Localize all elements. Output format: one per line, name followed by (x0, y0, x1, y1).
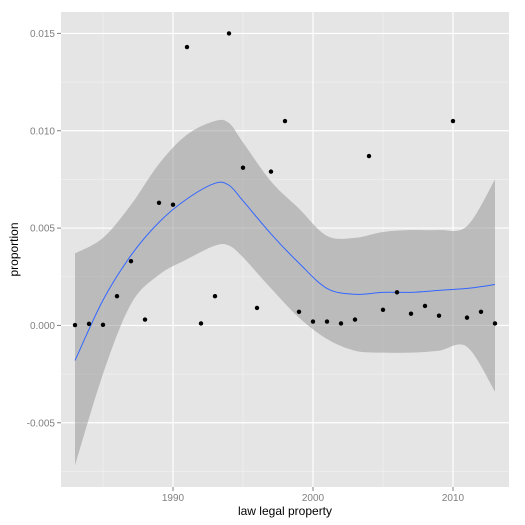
data-point (212, 294, 218, 299)
data-point (296, 309, 302, 314)
x-axis-title: law legal property (238, 504, 332, 518)
y-tick-label: 0.000 (30, 321, 55, 332)
data-point (492, 321, 498, 326)
data-point (366, 153, 372, 159)
data-point (142, 317, 148, 322)
data-point (198, 321, 204, 326)
data-point (128, 258, 134, 264)
y-tick-label: 0.015 (30, 29, 55, 40)
data-point (86, 321, 92, 327)
data-point (226, 31, 232, 36)
data-point (408, 311, 414, 316)
data-point (450, 118, 456, 124)
data-point (464, 315, 470, 320)
data-point (380, 307, 386, 313)
y-tick-label: 0.005 (30, 224, 55, 235)
data-point (436, 313, 442, 318)
data-point (338, 321, 344, 326)
data-point (324, 319, 330, 324)
data-points (72, 31, 498, 328)
data-point (394, 290, 400, 295)
data-point (156, 200, 162, 205)
data-point (310, 319, 316, 324)
data-point (352, 317, 358, 322)
x-tick-label: 2000 (302, 493, 325, 504)
data-point (422, 303, 428, 309)
data-point (100, 322, 106, 328)
data-point (184, 44, 190, 50)
y-tick-label: 0.010 (30, 126, 55, 137)
y-axis-title: proportion (7, 222, 21, 276)
data-point (254, 305, 260, 311)
data-point (478, 309, 484, 314)
data-point (72, 322, 78, 328)
data-point (170, 202, 176, 207)
x-axis-ticks: 1990 2000 2010 (162, 487, 465, 504)
data-point (282, 118, 288, 124)
data-point (240, 165, 246, 170)
smooth-line (74, 181, 496, 361)
x-tick-label: 2010 (442, 493, 465, 504)
y-tick-label: -0.005 (27, 418, 56, 429)
confidence-band (75, 119, 495, 466)
data-point (114, 294, 120, 299)
y-axis-ticks: -0.005 0.000 0.005 0.010 0.015 (27, 29, 61, 429)
x-tick-label: 1990 (162, 493, 185, 504)
data-point (268, 169, 274, 174)
